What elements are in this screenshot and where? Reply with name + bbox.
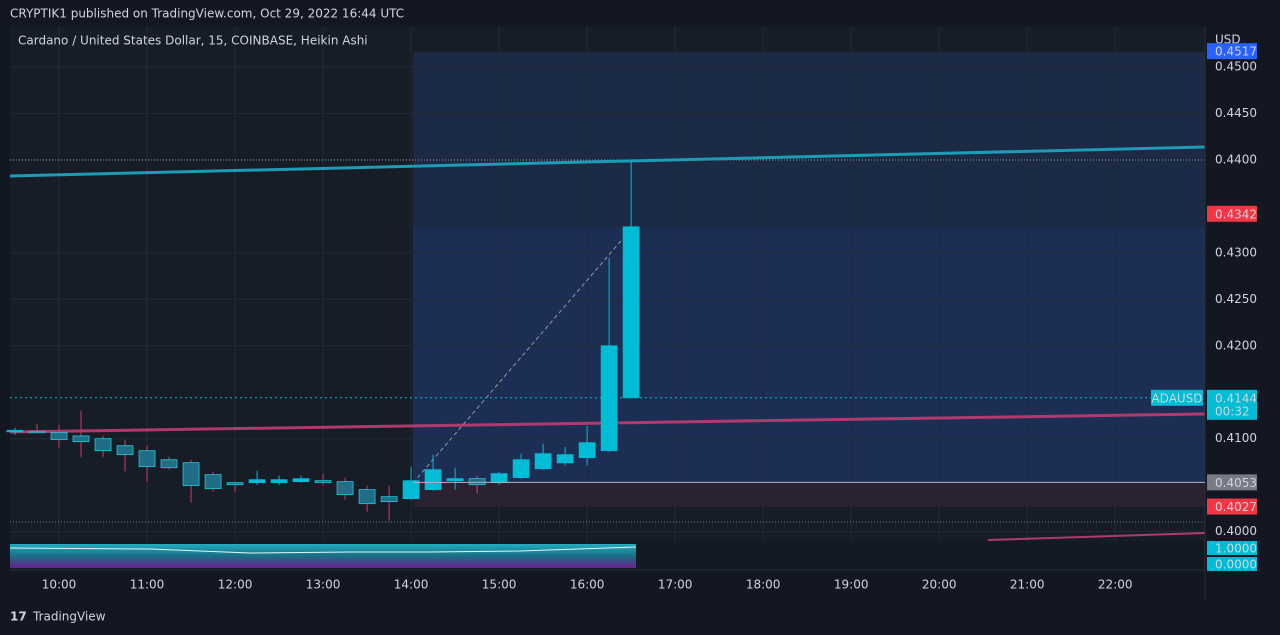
position-path — [412, 234, 627, 484]
candle-body — [116, 445, 134, 456]
candle-body — [314, 480, 332, 484]
candle-body — [556, 454, 574, 464]
price-tag — [1207, 389, 1257, 420]
candle-body — [138, 450, 156, 468]
x-tick-label: 16:00 — [570, 578, 605, 592]
candle-body — [534, 453, 552, 470]
price-tag — [1207, 205, 1257, 222]
candle-body — [182, 462, 200, 487]
indicator-tag-label: 1.0000 — [1215, 542, 1257, 556]
countdown: 00:32 — [1215, 404, 1250, 418]
x-tick-label: 19:00 — [834, 578, 869, 592]
position-stop-zone — [413, 483, 1205, 507]
y-tick-label: 0.4200 — [1215, 338, 1257, 352]
price-tag-label: 0.4053 — [1215, 476, 1257, 490]
symbol-label: ADAUSD — [1151, 391, 1202, 405]
grid — [10, 27, 1205, 570]
x-tick-label: 18:00 — [746, 578, 781, 592]
candle-body — [160, 459, 178, 469]
price-tag-label: 0.4027 — [1215, 500, 1257, 514]
x-tick-label: 14:00 — [394, 578, 429, 592]
price-tag-label: 0.4517 — [1215, 45, 1257, 59]
candle-body — [402, 480, 420, 500]
trend-line — [987, 532, 1206, 541]
y-tick-label: 0.4000 — [1215, 524, 1257, 538]
candle-body — [512, 459, 530, 479]
brand: TradingView — [32, 610, 106, 624]
candle-body — [6, 429, 24, 433]
candle-body — [226, 482, 244, 486]
candles — [6, 160, 640, 521]
x-tick-label: 13:00 — [306, 578, 341, 592]
candle-body — [292, 478, 310, 483]
candle-body — [578, 442, 596, 459]
candle-body — [204, 474, 222, 490]
y-tick-label: 0.4450 — [1215, 106, 1257, 120]
candle-body — [424, 469, 442, 491]
indicator-tag-label: 0.0000 — [1215, 558, 1257, 572]
y-tick-label: 0.4250 — [1215, 292, 1257, 306]
candle-body — [270, 479, 288, 484]
indicator-fill — [10, 544, 636, 568]
x-tick-label: 20:00 — [922, 578, 957, 592]
candle-body — [50, 432, 68, 441]
candle-body — [94, 438, 112, 452]
price-tag — [1207, 43, 1257, 60]
y-tick-label: 0.4400 — [1215, 152, 1257, 166]
symbol-tag — [1151, 389, 1203, 406]
x-tick-label: 17:00 — [658, 578, 693, 592]
indicator-tag — [1207, 557, 1257, 571]
x-tick-label: 21:00 — [1010, 578, 1045, 592]
candle-body — [622, 226, 640, 399]
candle-body — [358, 489, 376, 505]
x-tick-label: 15:00 — [482, 578, 517, 592]
candle-body — [600, 345, 618, 452]
x-tick-label: 10:00 — [42, 578, 77, 592]
y-tick-label: 0.4500 — [1215, 59, 1257, 73]
candle-body — [380, 496, 398, 503]
candle-body — [490, 473, 508, 484]
candle-body — [28, 430, 46, 434]
price-tag-label: 0.4342 — [1215, 207, 1257, 221]
price-tag-label: 0.4144 — [1215, 391, 1257, 405]
candle-body — [468, 478, 486, 486]
candle-body — [446, 478, 464, 482]
price-tag — [1207, 498, 1257, 515]
trend-line — [9, 145, 1206, 178]
currency-label: USD — [1215, 33, 1241, 47]
indicator-line — [9, 546, 637, 554]
y-tick-label: 0.4100 — [1215, 431, 1257, 445]
candle-body — [336, 481, 354, 496]
price-tag — [1207, 474, 1257, 491]
candle-body — [72, 435, 90, 443]
position-target-inner — [413, 228, 1205, 483]
x-tick-label: 11:00 — [130, 578, 165, 592]
candle-body — [248, 479, 266, 484]
price-tags: 0.4517 0.4342 ADAUSD 00:320.4144 0.4053 0.402… — [10, 43, 1257, 572]
y-tick-label: 0.4300 — [1215, 245, 1257, 259]
publish-note: CRYPTIK1 published on TradingView.com, O… — [10, 7, 404, 21]
indicator-tag — [1207, 541, 1257, 555]
brand-logo: 𝟭𝟳 — [10, 610, 27, 624]
x-tick-label: 12:00 — [218, 578, 253, 592]
chart-title: Cardano / United States Dollar, 15, COIN… — [18, 34, 368, 48]
x-tick-label: 22:00 — [1098, 578, 1133, 592]
